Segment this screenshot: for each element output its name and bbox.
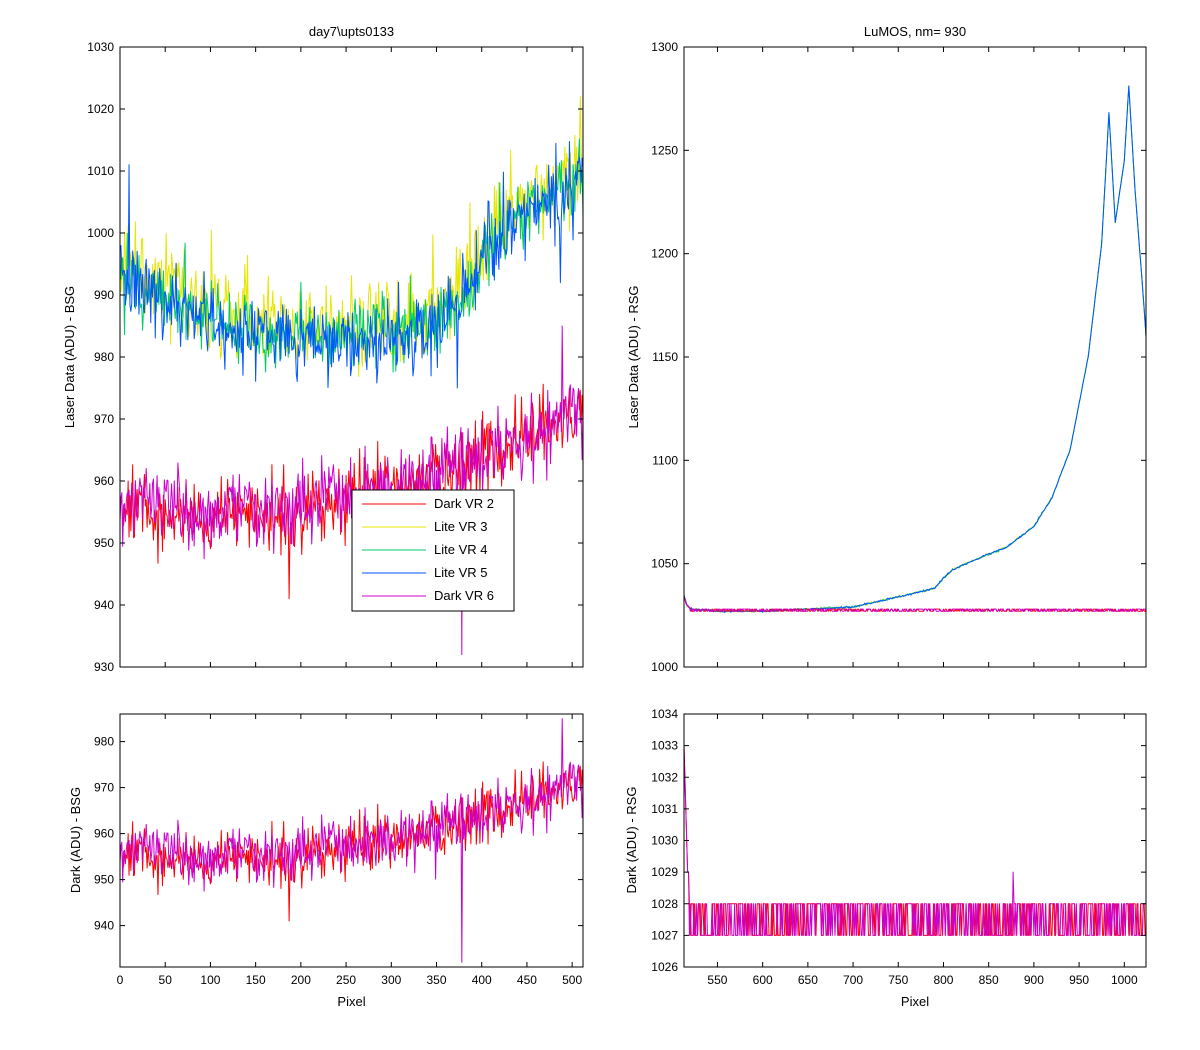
x-tick-label: 400 xyxy=(472,973,492,987)
x-tick-label: 750 xyxy=(888,973,908,987)
y-tick-label: 1200 xyxy=(651,247,678,261)
legend-entry-lite-vr-5: Lite VR 5 xyxy=(362,565,487,580)
y-tick-label: 1000 xyxy=(651,660,678,674)
x-tick-label: 300 xyxy=(381,973,401,987)
legend-label: Lite VR 3 xyxy=(434,519,487,534)
x-tick-label: 800 xyxy=(933,973,953,987)
y-tick-label: 960 xyxy=(94,827,114,841)
y-tick-label: 1100 xyxy=(652,453,678,467)
axes-frame xyxy=(119,46,584,668)
series-line-dark-vr-6 xyxy=(684,596,1146,612)
legend-label: Dark VR 6 xyxy=(434,588,494,603)
y-tick-label: 980 xyxy=(94,735,114,749)
y-tick-label: 960 xyxy=(94,474,114,488)
legend-entry-dark-vr-2: Dark VR 2 xyxy=(362,496,494,511)
y-tick-label: 1030 xyxy=(87,40,114,54)
axes-frame xyxy=(119,713,584,968)
y-tick-label: 950 xyxy=(94,536,114,550)
plot-area xyxy=(684,85,1146,613)
y-axis-label: Dark (ADU) - BSG xyxy=(68,787,83,893)
y-tick-label: 970 xyxy=(94,412,114,426)
x-tick-label: 900 xyxy=(1024,973,1044,987)
series-line-dark-vr-6 xyxy=(684,745,1146,936)
x-tick-label: 100 xyxy=(200,973,220,987)
x-tick-label: 200 xyxy=(291,973,311,987)
x-tick-label: 650 xyxy=(798,973,818,987)
y-tick-label: 1250 xyxy=(651,143,678,157)
x-tick-label: 350 xyxy=(426,973,446,987)
y-tick-label: 1027 xyxy=(651,928,678,942)
legend-entry-dark-vr-6: Dark VR 6 xyxy=(362,588,494,603)
y-tick-label: 1020 xyxy=(87,102,114,116)
legend-entry-lite-vr-4: Lite VR 4 xyxy=(362,542,487,557)
ticks: 1000 1050 1100 1150 1200 1250 1300 xyxy=(651,40,1147,674)
axes-frame xyxy=(683,713,1147,968)
y-tick-label: 1150 xyxy=(652,350,678,364)
x-tick-label: 700 xyxy=(843,973,863,987)
legend: Dark VR 2 Lite VR 3 Lite VR 4 Lite VR 5 … xyxy=(351,489,515,612)
x-tick-label: 500 xyxy=(562,973,582,987)
y-axis-label: Laser Data (ADU) - BSG xyxy=(62,286,77,428)
panel-bottom-left: 940 950 960 970 980 0 50 100 150 200 250 300 350 400 4… xyxy=(68,713,584,1009)
ticks: 1026 1027 1028 1029 1030 1031 1032 1033 1034 550 6… xyxy=(651,707,1147,987)
chart-title: day7\upts0133 xyxy=(309,24,394,39)
x-tick-label: 50 xyxy=(159,973,173,987)
axes-frame xyxy=(683,46,1147,668)
legend-label: Dark VR 2 xyxy=(434,496,494,511)
x-tick-label: 150 xyxy=(246,973,266,987)
x-tick-label: 850 xyxy=(979,973,999,987)
x-tick-label: 950 xyxy=(1069,973,1089,987)
y-axis-label: Dark (ADU) - RSG xyxy=(624,787,639,894)
x-tick-label: 600 xyxy=(753,973,773,987)
y-tick-label: 940 xyxy=(94,598,114,612)
y-tick-label: 970 xyxy=(94,781,114,795)
y-tick-label: 1032 xyxy=(651,770,678,784)
y-tick-label: 1010 xyxy=(87,164,114,178)
x-tick-label: 550 xyxy=(707,973,727,987)
legend-label: Lite VR 4 xyxy=(434,542,487,557)
y-tick-label: 1033 xyxy=(651,739,678,753)
x-tick-label: 450 xyxy=(517,973,537,987)
y-tick-label: 1028 xyxy=(651,897,678,911)
series-line-lite-vr-5 xyxy=(120,140,583,389)
y-tick-label: 1050 xyxy=(651,557,678,571)
y-tick-label: 990 xyxy=(94,288,114,302)
y-tick-label: 1029 xyxy=(651,865,678,879)
chart-title: LuMOS, nm= 930 xyxy=(864,24,966,39)
y-tick-label: 950 xyxy=(94,873,114,887)
panel-bottom-right: 1026 1027 1028 1029 1030 1031 1032 1033 1034 550 6… xyxy=(624,707,1147,1009)
y-tick-label: 980 xyxy=(94,350,114,364)
x-axis-label: Pixel xyxy=(337,994,365,1009)
y-tick-label: 1026 xyxy=(651,960,678,974)
y-tick-label: 940 xyxy=(94,919,114,933)
ticks: 940 950 960 970 980 0 50 100 150 200 250 300 350 400 4… xyxy=(94,713,584,987)
x-tick-label: 250 xyxy=(336,973,356,987)
plot-area xyxy=(684,745,1146,936)
plot-area xyxy=(120,718,583,963)
axes-box xyxy=(683,46,1147,668)
y-tick-label: 1030 xyxy=(651,834,678,848)
ticks: 930 940 950 960 970 980 990 1000 1010 1020 1030 xyxy=(87,40,584,674)
panel-top-left: 930 940 950 960 970 980 990 1000 1010 1020 1030 da… xyxy=(62,24,584,674)
series-line-dark-vr-6 xyxy=(120,718,583,963)
legend-label: Lite VR 5 xyxy=(434,565,487,580)
legend-entry-lite-vr-3: Lite VR 3 xyxy=(362,519,487,534)
y-tick-label: 930 xyxy=(94,660,114,674)
y-tick-label: 1300 xyxy=(651,40,678,54)
y-axis-label: Laser Data (ADU) - RSG xyxy=(626,285,641,428)
x-tick-label: 0 xyxy=(117,973,124,987)
y-tick-label: 1031 xyxy=(651,802,678,816)
panel-top-right: 1000 1050 1100 1150 1200 1250 1300 LuMOS, nm= … xyxy=(626,24,1147,674)
y-tick-label: 1000 xyxy=(87,226,114,240)
x-axis-label: Pixel xyxy=(901,994,929,1009)
y-tick-label: 1034 xyxy=(651,707,678,721)
x-tick-label: 1000 xyxy=(1111,973,1138,987)
